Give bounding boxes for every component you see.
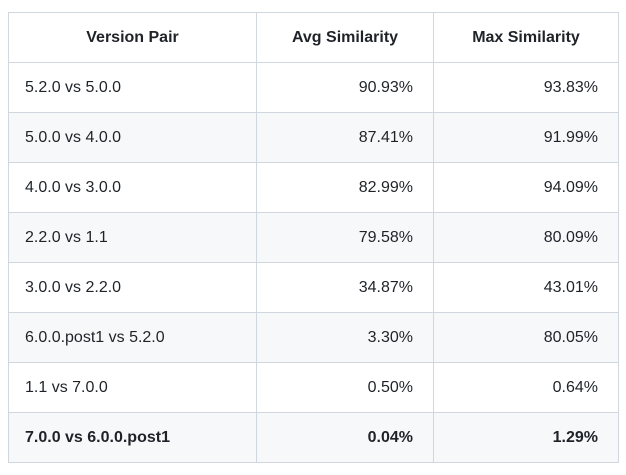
avg-similarity-cell: 87.41% [256, 112, 434, 163]
version-pair-cell: 3.0.0 vs 2.2.0 [8, 262, 257, 313]
avg-similarity-cell: 34.87% [256, 262, 434, 313]
version-pair-cell: 7.0.0 vs 6.0.0.post1 [8, 412, 257, 463]
table-row: 5.2.0 vs 5.0.0 90.93% 93.83% [8, 62, 619, 113]
column-header-avg-similarity: Avg Similarity [256, 12, 434, 63]
max-similarity-cell: 93.83% [433, 62, 619, 113]
avg-similarity-cell: 79.58% [256, 212, 434, 263]
avg-similarity-cell: 82.99% [256, 162, 434, 213]
avg-similarity-cell: 0.04% [256, 412, 434, 463]
max-similarity-cell: 94.09% [433, 162, 619, 213]
version-pair-cell: 2.2.0 vs 1.1 [8, 212, 257, 263]
table-row: 3.0.0 vs 2.2.0 34.87% 43.01% [8, 262, 619, 313]
similarity-table: Version Pair Avg Similarity Max Similari… [8, 12, 619, 463]
table-header-row: Version Pair Avg Similarity Max Similari… [8, 12, 619, 63]
version-pair-cell: 1.1 vs 7.0.0 [8, 362, 257, 413]
avg-similarity-cell: 90.93% [256, 62, 434, 113]
version-pair-cell: 5.2.0 vs 5.0.0 [8, 62, 257, 113]
max-similarity-cell: 80.09% [433, 212, 619, 263]
table-row: 2.2.0 vs 1.1 79.58% 80.09% [8, 212, 619, 263]
table-row: 4.0.0 vs 3.0.0 82.99% 94.09% [8, 162, 619, 213]
version-pair-cell: 6.0.0.post1 vs 5.2.0 [8, 312, 257, 363]
table-row: 5.0.0 vs 4.0.0 87.41% 91.99% [8, 112, 619, 163]
column-header-version-pair: Version Pair [8, 12, 257, 63]
max-similarity-cell: 1.29% [433, 412, 619, 463]
max-similarity-cell: 0.64% [433, 362, 619, 413]
version-pair-cell: 4.0.0 vs 3.0.0 [8, 162, 257, 213]
table-row: 7.0.0 vs 6.0.0.post1 0.04% 1.29% [8, 412, 619, 463]
table-row: 1.1 vs 7.0.0 0.50% 0.64% [8, 362, 619, 413]
max-similarity-cell: 43.01% [433, 262, 619, 313]
column-header-max-similarity: Max Similarity [433, 12, 619, 63]
max-similarity-cell: 91.99% [433, 112, 619, 163]
version-pair-cell: 5.0.0 vs 4.0.0 [8, 112, 257, 163]
avg-similarity-cell: 0.50% [256, 362, 434, 413]
table-row: 6.0.0.post1 vs 5.2.0 3.30% 80.05% [8, 312, 619, 363]
avg-similarity-cell: 3.30% [256, 312, 434, 363]
max-similarity-cell: 80.05% [433, 312, 619, 363]
